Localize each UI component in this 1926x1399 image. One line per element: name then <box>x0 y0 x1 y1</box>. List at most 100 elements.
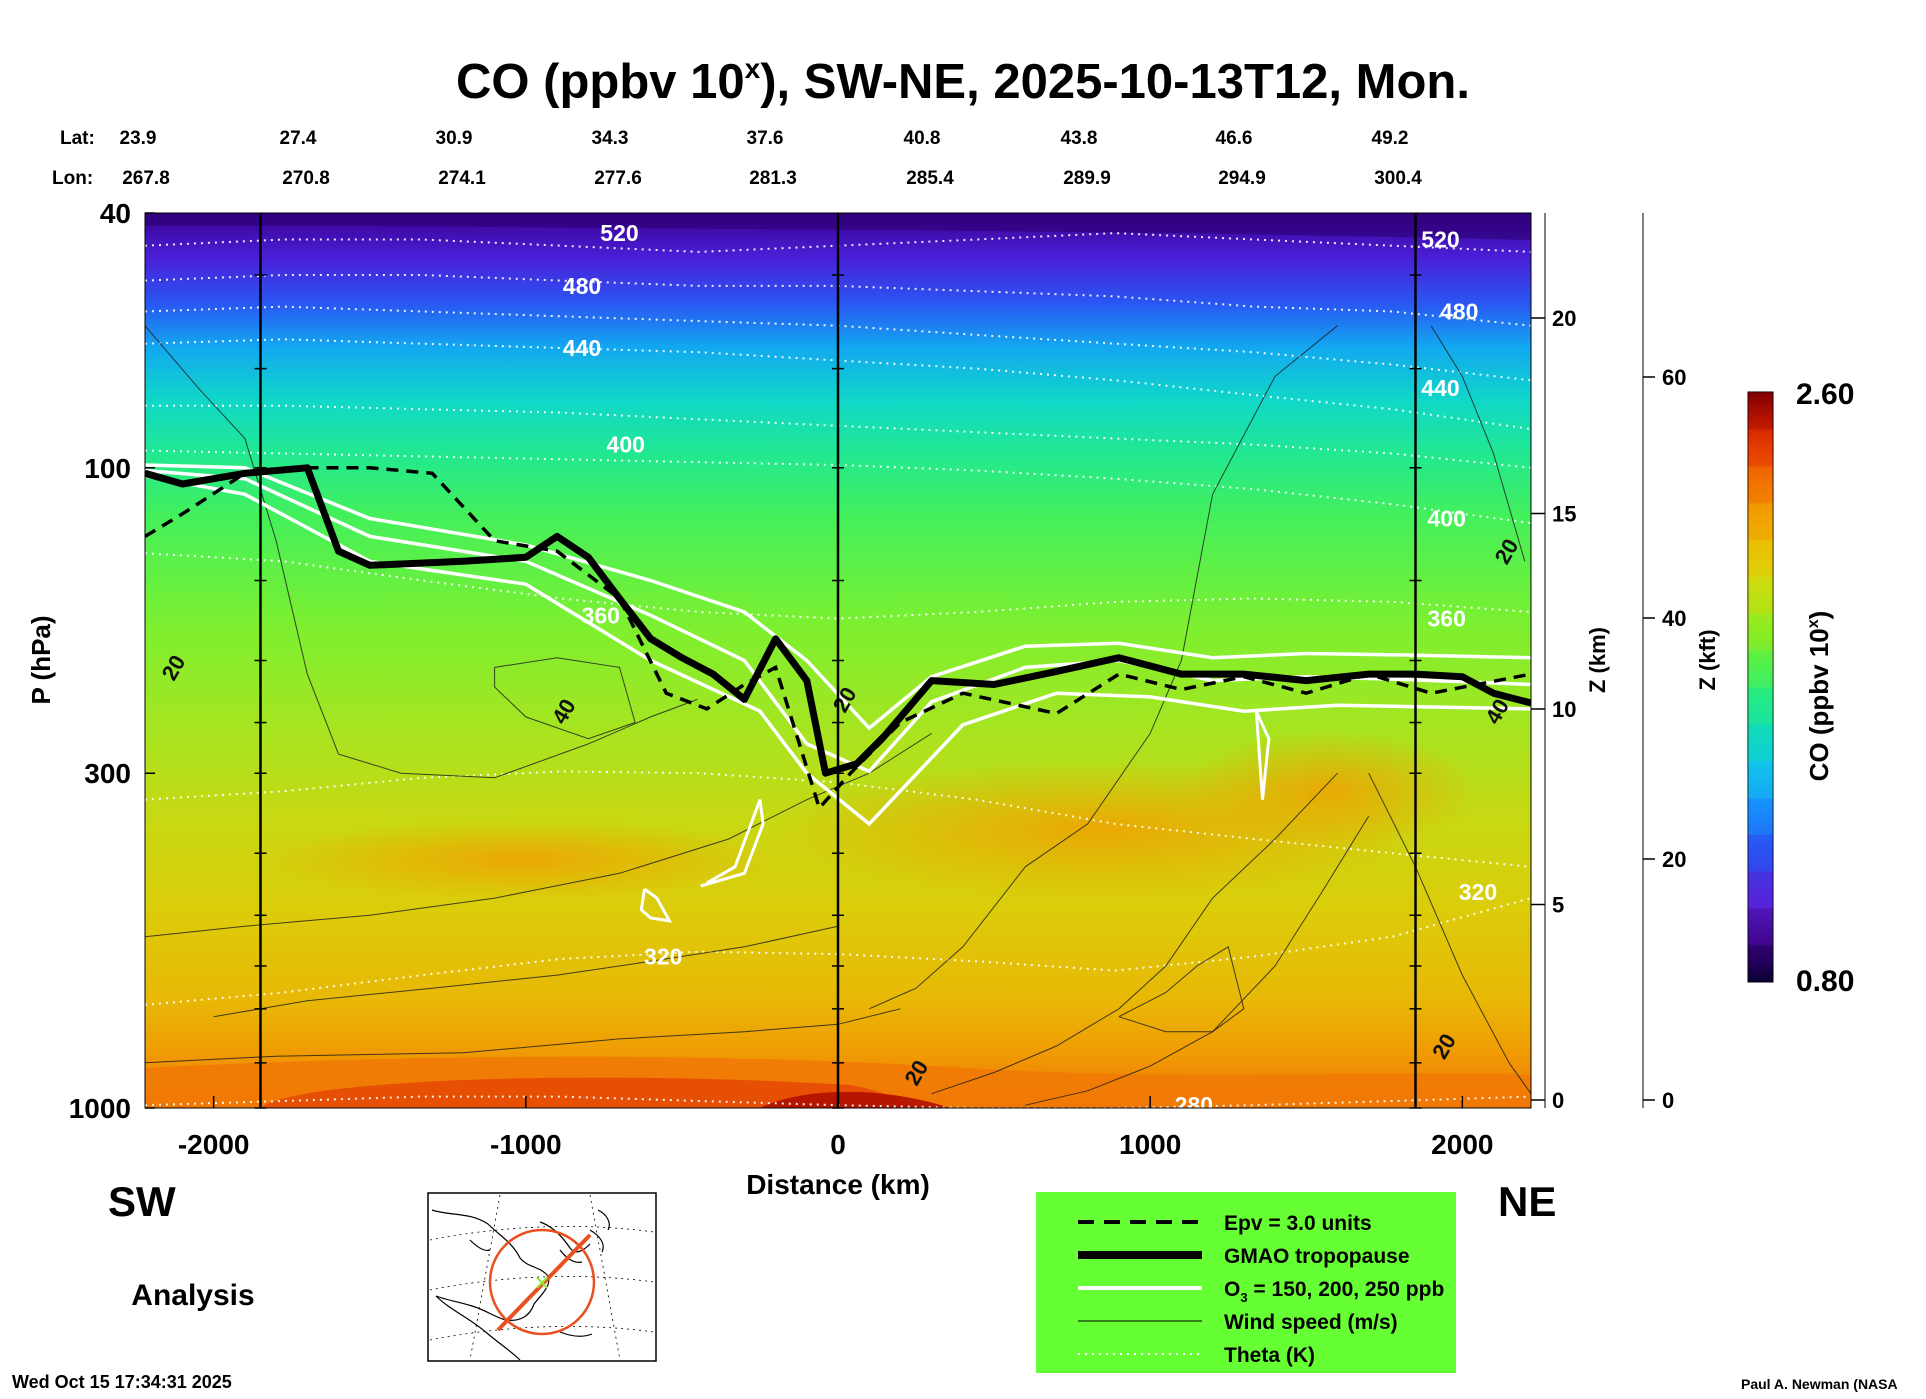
wind-contour <box>1118 946 1245 1033</box>
x-axis-title: Distance (km) <box>746 1169 930 1200</box>
colorbar-step <box>1748 428 1773 467</box>
o3-contour <box>145 463 1531 731</box>
z-km-tick-label: 20 <box>1552 306 1576 331</box>
colorbar-step <box>1748 613 1773 651</box>
colorbar-step <box>1748 687 1773 725</box>
lon-value: 274.1 <box>438 168 486 189</box>
colorbar-step <box>1748 945 1773 983</box>
analysis-label: Analysis <box>131 1279 254 1312</box>
z-km-tick-label: 15 <box>1552 502 1576 527</box>
lon-value: 285.4 <box>906 168 954 189</box>
theta-label: 360 <box>582 602 620 628</box>
p-tick-label: 40 <box>100 198 131 229</box>
theta-label: 400 <box>1428 505 1466 531</box>
chart-title: CO (ppbv 10x), SW-NE, 2025-10-13T12, Mon… <box>456 53 1470 109</box>
map-grid <box>429 1194 655 1361</box>
lon-value: 270.8 <box>282 168 330 189</box>
o3-contour <box>700 799 765 888</box>
theta-label: 360 <box>1428 606 1466 632</box>
x-tick-label: 0 <box>830 1129 846 1160</box>
theta-label: 520 <box>1421 227 1459 253</box>
theta-label: 440 <box>563 335 601 361</box>
credit: Paul A. Newman (NASA <box>1741 1376 1898 1392</box>
colorbar-step <box>1748 539 1773 577</box>
wind-contour <box>213 925 839 1018</box>
lat-value: 49.2 <box>1372 128 1409 149</box>
theta-label: 320 <box>1459 879 1497 905</box>
colorbar-max-label: 2.60 <box>1796 378 1854 411</box>
z-kft-tick-label: 20 <box>1662 847 1686 872</box>
lat-value: 30.9 <box>436 128 473 149</box>
theta-label: 480 <box>1440 298 1478 324</box>
z-kft-axis-title: Z (kft) <box>1695 629 1720 690</box>
colorbar-step <box>1748 871 1773 909</box>
timestamp: Wed Oct 15 17:34:31 2025 <box>12 1372 232 1392</box>
legend-label: Theta (K) <box>1224 1344 1315 1367</box>
lat-value: 34.3 <box>592 128 629 149</box>
longitude-row: 267.8 270.8 274.1 277.6 281.3 285.4 289.9 294.9… <box>122 168 1422 189</box>
theta-contour <box>145 897 1531 1006</box>
lon-value: 300.4 <box>1374 168 1422 189</box>
axes: -2000 -1000 0 1000 2000 40 100 300 1000 0 5 10 15 20 0… <box>69 198 1687 1160</box>
o3-contour <box>639 887 673 923</box>
wind-contour <box>145 732 932 938</box>
lon-value: 267.8 <box>122 168 170 189</box>
lat-label: Lat: <box>60 128 95 149</box>
ne-label: NE <box>1498 1178 1556 1225</box>
p-tick-label: 100 <box>84 453 131 484</box>
colorbar-step <box>1748 576 1773 614</box>
lon-value: 294.9 <box>1218 168 1266 189</box>
lat-value: 27.4 <box>280 128 317 149</box>
colorbar: 2.60 0.80 CO (ppbv 10x) <box>1747 378 1854 998</box>
p-tick-label: 1000 <box>69 1093 131 1124</box>
legend-label: GMAO tropopause <box>1224 1245 1410 1268</box>
wind-contour <box>1368 772 1531 1094</box>
wind-contour <box>494 657 636 740</box>
colorbar-step <box>1748 723 1773 762</box>
lon-value: 277.6 <box>594 168 642 189</box>
colorbar-step <box>1748 465 1773 504</box>
lat-value: 43.8 <box>1061 128 1098 149</box>
x-tick-label: -1000 <box>490 1129 562 1160</box>
colorbar-step <box>1748 760 1773 799</box>
z-km-tick-label: 10 <box>1552 697 1576 722</box>
theta-label: 480 <box>563 273 601 299</box>
p-tick-label: 300 <box>84 758 131 789</box>
theta-label: 400 <box>607 432 645 458</box>
z-kft-tick-label: 0 <box>1662 1088 1674 1113</box>
lon-value: 289.9 <box>1063 168 1111 189</box>
colorbar-step <box>1748 502 1773 540</box>
colorbar-title: CO (ppbv 10x) <box>1804 611 1834 782</box>
tropopause-line <box>145 464 1531 777</box>
legend-label: O3 = 150, 200, 250 ppb <box>1224 1278 1444 1305</box>
legend-label: Epv = 3.0 units <box>1224 1212 1372 1235</box>
map-center-marker: ✕ <box>534 1273 551 1295</box>
theta-label: 320 <box>644 944 682 970</box>
legend: Epv = 3.0 units GMAO tropopause O3 = 150, … <box>1036 1192 1456 1373</box>
z-kft-tick-label: 60 <box>1662 365 1686 390</box>
z-km-axis-title: Z (km) <box>1585 627 1610 693</box>
sw-label: SW <box>108 1178 176 1225</box>
z-kft-tick-label: 40 <box>1662 606 1686 631</box>
lat-value: 40.8 <box>904 128 941 149</box>
colorbar-min-label: 0.80 <box>1796 965 1854 998</box>
colorbar-step <box>1748 908 1773 946</box>
wind-contour <box>868 325 1338 1010</box>
z-km-tick-label: 0 <box>1552 1088 1564 1113</box>
map-range-circle <box>488 1228 596 1336</box>
colorbar-step <box>1748 392 1773 430</box>
latitude-row: 23.9 27.4 30.9 34.3 37.6 40.8 43.8 46.6 49.2 <box>120 128 1409 149</box>
theta-label: 280 <box>1175 1092 1213 1118</box>
x-tick-label: -2000 <box>178 1129 250 1160</box>
x-tick-label: 1000 <box>1119 1129 1181 1160</box>
y-axis-title: P (hPa) <box>26 615 56 704</box>
wind-contour <box>931 772 1338 1095</box>
inset-map: ✕ <box>427 1192 657 1362</box>
colorbar-step <box>1748 834 1773 872</box>
theta-contour <box>145 552 1531 620</box>
theta-label: 520 <box>600 220 638 246</box>
wind-contour <box>145 325 698 779</box>
lat-value: 23.9 <box>120 128 157 149</box>
lat-value: 37.6 <box>747 128 784 149</box>
